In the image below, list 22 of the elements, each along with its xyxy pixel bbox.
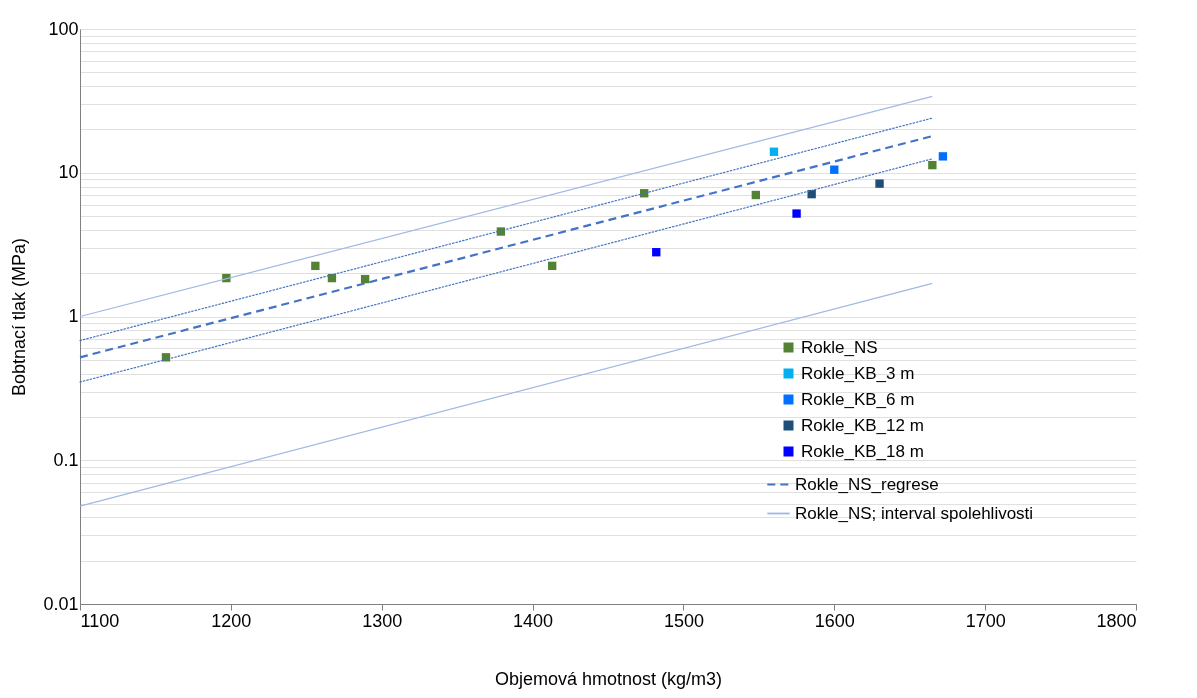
x-tick-label: 1800 — [1096, 610, 1137, 631]
y-axis-title: Bobtnací tlak (MPa) — [9, 237, 30, 397]
x-tick-label: 1100 — [80, 610, 120, 631]
y-tick-label: 100 — [48, 18, 79, 39]
x-tick-label: 1400 — [513, 610, 554, 631]
y-tick-label: 1 — [68, 306, 79, 326]
y-tick-label: 10 — [58, 162, 79, 183]
x-tick-label: 1600 — [814, 610, 855, 631]
y-tick-label: 0.1 — [53, 449, 79, 470]
legend-label: Rokle_KB_3 m — [801, 363, 915, 383]
legend-label: Rokle_KB_12 m — [801, 415, 924, 435]
x-tick-label: 1700 — [965, 610, 1006, 631]
legend-label: Rokle_KB_6 m — [801, 389, 915, 409]
x-tick-label: 1200 — [211, 610, 252, 631]
x-axis-title: Objemová hmotnost (kg/m3) — [494, 668, 723, 689]
legend-label: Rokle_KB_18 m — [801, 441, 924, 461]
legend-label: Rokle_NS; interval spolehlivosti — [795, 503, 1034, 523]
legend-label: Rokle_NS — [801, 337, 878, 357]
legend-label: Rokle_NS_regrese — [795, 474, 939, 494]
y-tick-label: 0.01 — [43, 593, 79, 614]
x-tick-label: 1300 — [362, 610, 403, 631]
x-tick-label: 1500 — [663, 610, 704, 631]
